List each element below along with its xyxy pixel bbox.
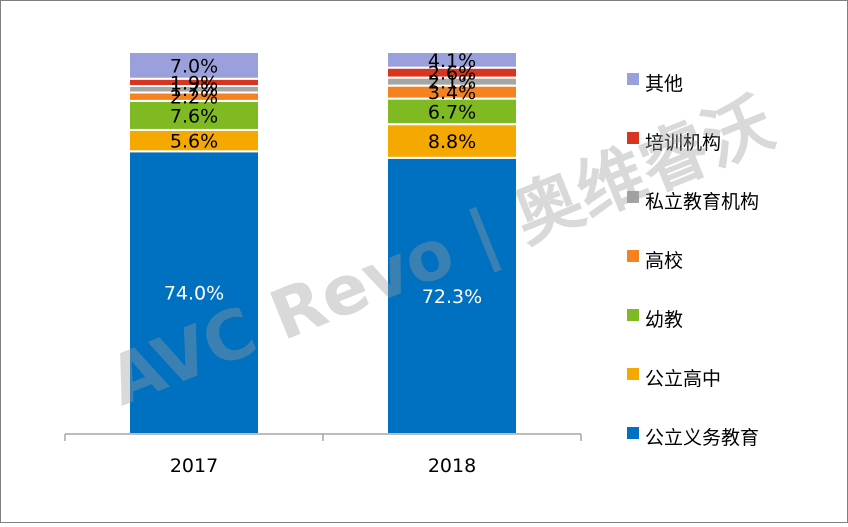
segment-label-2018-5: 2.6%: [428, 63, 476, 85]
x-tick-label-2017: 2017: [170, 455, 218, 477]
segment-label-2017-6: 7.0%: [170, 55, 218, 77]
segment-label-2018-0: 72.3%: [422, 286, 482, 308]
segment-label-2017-3: 2.2%: [170, 87, 218, 109]
segment-label-2017-2: 7.6%: [170, 105, 218, 127]
legend-label-6: 其他: [645, 73, 683, 95]
legend-swatch-6: [627, 73, 639, 85]
segment-label-2018-3: 3.4%: [428, 82, 476, 104]
legend-swatch-5: [627, 132, 639, 144]
segment-label-2017-4: 1.7%: [170, 79, 218, 101]
legend-swatch-2: [627, 309, 639, 321]
legend-label-2: 幼教: [645, 309, 683, 331]
x-tick-label-2018: 2018: [428, 455, 476, 477]
legend-label-1: 公立高中: [645, 368, 721, 390]
segment-labels-layer: 74.0% 5.6% 7.6%2.2%1.7%1.9%7.0% 72.3% 8.8% 6.…: [164, 50, 482, 308]
legend-swatch-4: [627, 191, 639, 203]
bar-segment-2017-0: [128, 150, 260, 435]
bars-layer: [128, 51, 518, 435]
bar-segment-2018-1: [386, 123, 518, 159]
segment-label-2018-1: 8.8%: [428, 131, 476, 153]
x-axis: 2017 2018: [64, 433, 582, 477]
legend-swatch-3: [627, 250, 639, 262]
segment-label-2018-4: 2.1%: [428, 72, 476, 94]
legend-label-3: 高校: [645, 250, 683, 272]
legend-label-5: 培训机构: [645, 132, 721, 154]
legend-swatch-1: [627, 368, 639, 380]
segment-label-2018-6: 4.1%: [428, 50, 476, 72]
segment-label-2017-0: 74.0%: [164, 283, 224, 305]
segment-label-2018-2: 6.7%: [428, 101, 476, 123]
legend-swatch-0: [627, 427, 639, 439]
legend-label-0: 公立义务教育: [645, 427, 759, 449]
bar-segment-2018-6: [386, 51, 518, 69]
segment-label-2017-1: 5.6%: [170, 131, 218, 153]
bar-segment-2018-0: [386, 156, 518, 435]
bar-segment-2017-6: [128, 51, 260, 80]
segment-label-2017-5: 1.9%: [170, 72, 218, 94]
legend-label-4: 私立教育机构: [645, 191, 759, 213]
